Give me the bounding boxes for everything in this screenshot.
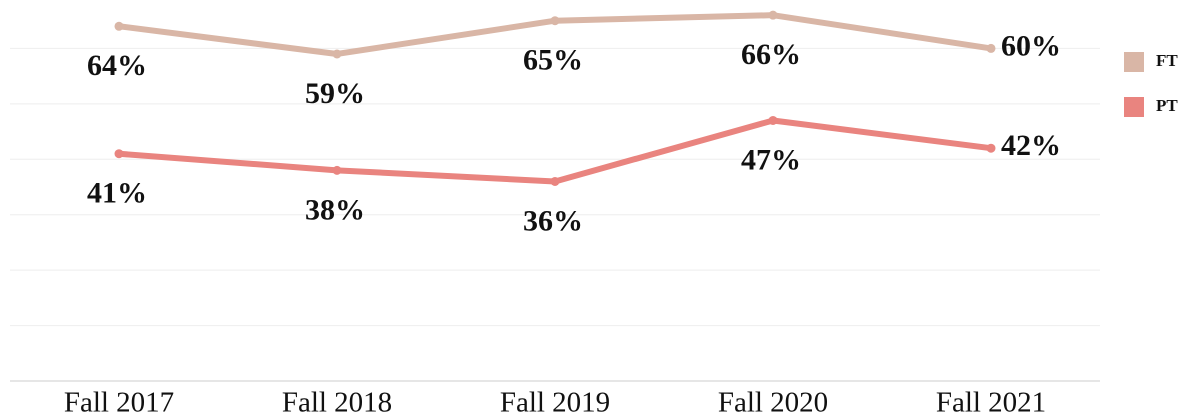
x-tick-label: Fall 2020 [718, 387, 828, 419]
line [118, 117, 992, 185]
point [332, 165, 342, 175]
data-label: 41% [87, 177, 147, 210]
x-tick-label: Fall 2018 [282, 387, 392, 419]
point [550, 176, 560, 186]
x-tick-label: Fall 2019 [500, 387, 610, 419]
data-label: 36% [523, 204, 583, 237]
x-tick-label: Fall 2021 [936, 387, 1046, 419]
x-tick-label: Fall 2017 [64, 387, 174, 419]
data-label: 65% [523, 44, 583, 77]
point [114, 149, 124, 159]
data-label: 42% [1001, 129, 1061, 162]
data-label: 59% [305, 77, 365, 110]
legend-label: FT [1156, 51, 1178, 70]
point [332, 49, 342, 59]
point [114, 21, 124, 31]
data-label: 64% [87, 49, 147, 82]
legend-label: PT [1156, 96, 1178, 115]
point [986, 143, 996, 153]
legend-swatch [1124, 52, 1144, 72]
legend-swatch [1124, 97, 1144, 117]
data-label: 66% [741, 38, 801, 71]
point [986, 43, 996, 53]
data-label: 47% [741, 143, 801, 176]
data-label: 38% [305, 193, 365, 226]
point [768, 115, 778, 125]
point [550, 16, 560, 26]
point [768, 10, 778, 20]
data-label: 60% [1001, 29, 1061, 62]
